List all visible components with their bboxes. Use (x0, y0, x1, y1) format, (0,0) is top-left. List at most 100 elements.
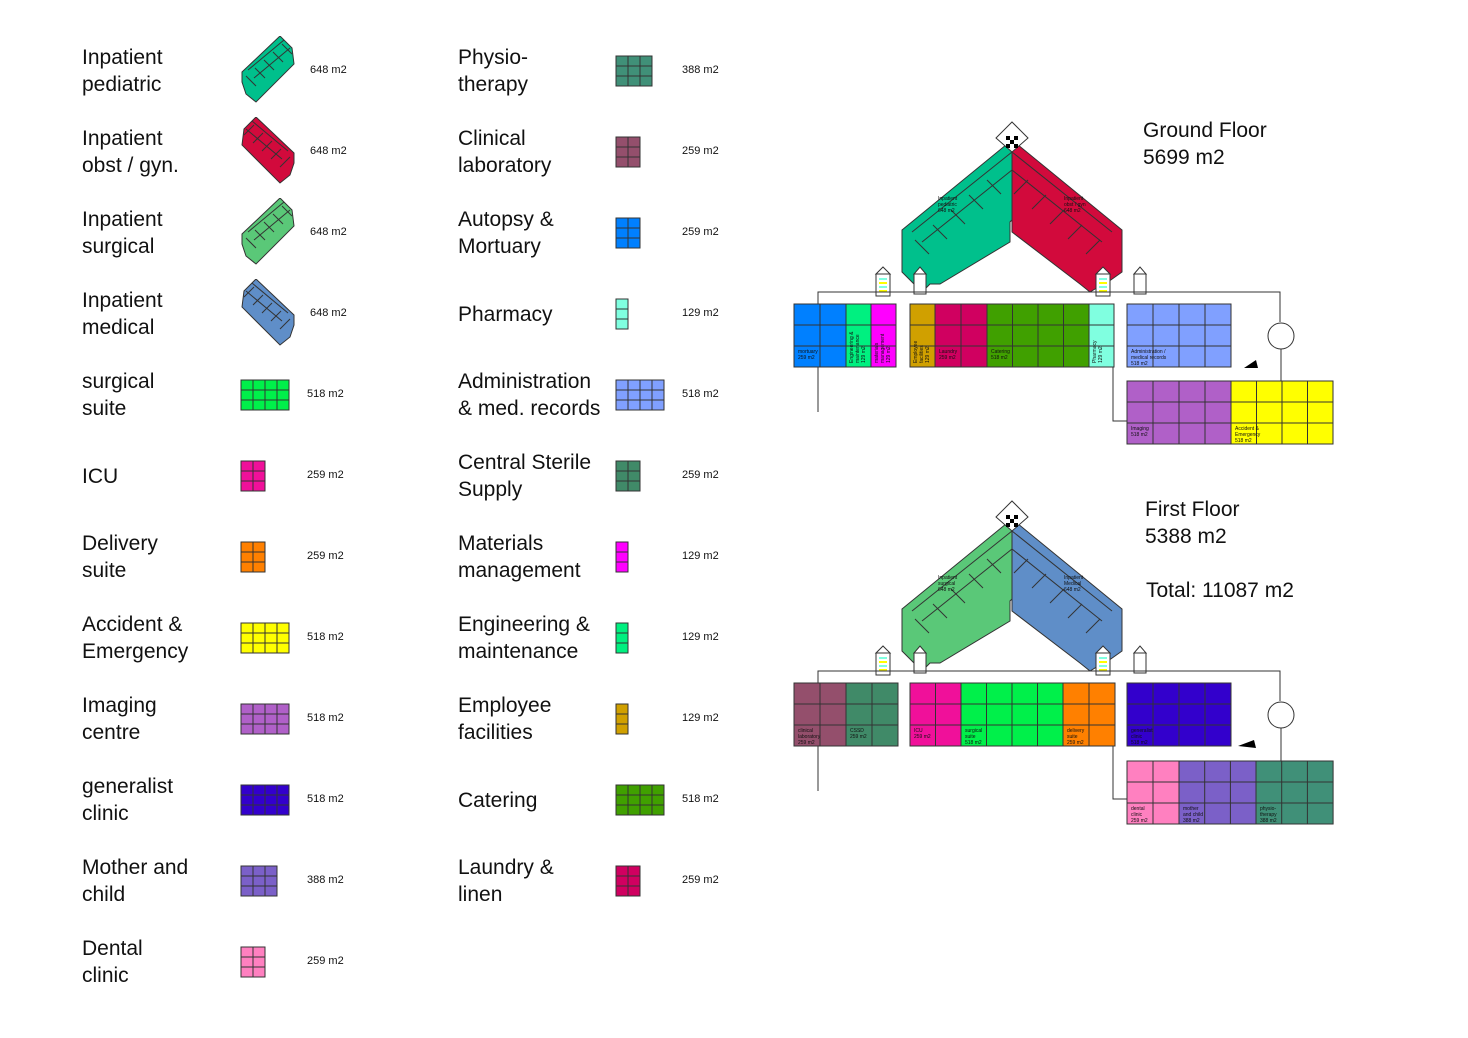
entrance-marker (1244, 360, 1258, 368)
legend-swatch (615, 865, 641, 902)
legend-label: Imaging centre (82, 694, 157, 744)
block-label: mother and child 388 m2 (1183, 806, 1203, 824)
block-label: Employeefacilities129 m2 (913, 341, 931, 363)
stair-tower (1095, 273, 1111, 297)
legend-swatch (240, 946, 266, 983)
legend-swatch (615, 298, 629, 335)
legend-swatch (615, 784, 665, 821)
legend-area: 648 m2 (310, 307, 347, 319)
legend-label: Inpatient medical (82, 289, 163, 339)
total-area: Total: 11087 m2 (1146, 579, 1294, 602)
legend-area: 648 m2 (310, 64, 347, 76)
legend-area: 129 m2 (682, 712, 719, 724)
stair-core (995, 500, 1029, 532)
legend-label: Administration & med. records (458, 370, 601, 420)
legend-label: Pharmacy (458, 303, 553, 326)
entrance-marker (1238, 740, 1256, 748)
legend-area: 259 m2 (682, 145, 719, 157)
legend-area: 518 m2 (682, 388, 719, 400)
legend-area: 259 m2 (682, 469, 719, 481)
legend-area: 388 m2 (682, 64, 719, 76)
legend-swatch (240, 622, 290, 659)
block-label: generalist clinic 518 m2 (1131, 728, 1153, 746)
legend-area: 259 m2 (307, 550, 344, 562)
block-label: CSSD 259 m2 (850, 728, 867, 740)
legend-label: Dental clinic (82, 937, 143, 987)
legend-label: surgical suite (82, 370, 155, 420)
block-label: Engineering &maintenance129 m2 (849, 331, 867, 363)
ground-block-pharmacy (1088, 303, 1115, 368)
ground-block-engineering (845, 303, 872, 368)
legend-label: Central Sterile Supply (458, 451, 592, 501)
block-label: surgical suite 518 m2 (965, 728, 982, 746)
legend-label: Inpatient surgical (82, 208, 163, 258)
legend-area: 518 m2 (682, 793, 719, 805)
legend-area: 259 m2 (307, 955, 344, 967)
block-label: physio-therapy 388 m2 (1260, 806, 1277, 824)
block-label: Laundry 259 m2 (939, 349, 958, 361)
legend-area: 129 m2 (682, 550, 719, 562)
round-room (1267, 701, 1295, 729)
block-label: Pharmacy129 m2 (1092, 340, 1104, 363)
legend-area: 518 m2 (307, 712, 344, 724)
block-label: delivery suite 259 m2 (1067, 728, 1085, 746)
legend-area: 518 m2 (307, 388, 344, 400)
stair-tower (875, 652, 891, 676)
legend-label: Engineering & maintenance (458, 613, 590, 663)
first-floor-title: First Floor 5388 m2 (1145, 498, 1240, 548)
legend-label: Accident & Emergency (82, 613, 189, 663)
legend-swatch (615, 622, 629, 659)
legend-swatch (240, 703, 290, 740)
first-block-mother-child (1178, 760, 1257, 825)
legend-label: Employee facilities (458, 694, 552, 744)
round-room (1267, 322, 1295, 350)
legend-label: Catering (458, 789, 538, 812)
legend-area: 648 m2 (310, 145, 347, 157)
legend-area: 129 m2 (682, 631, 719, 643)
block-label: ICU 259 m2 (914, 728, 931, 740)
legend-swatch (615, 55, 653, 92)
block-label: Accident & Emergency 518 m2 (1235, 426, 1261, 444)
block-label: Administration / medical records 518 m2 (1131, 349, 1167, 367)
legend-area: 259 m2 (307, 469, 344, 481)
legend-swatch (240, 784, 290, 821)
block-label: mortuary 259 m2 (798, 349, 818, 361)
legend-swatch (240, 460, 266, 497)
wing-label: Inpatient surgical 648 m2 (938, 575, 958, 593)
stair-tower (1133, 273, 1147, 295)
legend-swatch (240, 865, 278, 902)
legend-swatch (615, 379, 665, 416)
corridor (1112, 324, 1127, 422)
legend-label: generalist clinic (82, 775, 174, 825)
legend-area: 129 m2 (682, 307, 719, 319)
legend-label: ICU (82, 465, 119, 488)
legend-area: 518 m2 (307, 793, 344, 805)
stair-tower (913, 273, 927, 295)
legend-swatch (615, 541, 629, 578)
legend-label: Autopsy & Mortuary (458, 208, 554, 258)
first-block-physio (1255, 760, 1334, 825)
legend-area: 388 m2 (307, 874, 344, 886)
stair-tower (1133, 652, 1147, 674)
legend-swatch (615, 460, 641, 497)
wing-label: Inpatient pediatric 648 m2 (938, 196, 958, 214)
block-label: materialsmanagement129 m2 (874, 333, 892, 363)
legend-swatch (240, 35, 296, 111)
stair-tower (1095, 652, 1111, 676)
block-label: Imaging 518 m2 (1131, 426, 1149, 438)
legend-swatch (615, 217, 641, 254)
legend-swatch (240, 197, 296, 273)
wing-label: Inpatient Medical 648 m2 (1064, 575, 1084, 593)
legend-swatch (240, 541, 266, 578)
legend-label: Materials management (458, 532, 581, 582)
legend-label: Delivery suite (82, 532, 158, 582)
legend-swatch (615, 136, 641, 173)
block-label: dental clinic 259 m2 (1131, 806, 1148, 824)
ground-floor-title: Ground Floor 5699 m2 (1143, 119, 1267, 169)
legend-label: Clinical laboratory (458, 127, 552, 177)
legend-swatch (240, 379, 290, 416)
legend-label: Inpatient pediatric (82, 46, 163, 96)
legend-area: 259 m2 (682, 226, 719, 238)
ground-block-employee (909, 303, 936, 368)
